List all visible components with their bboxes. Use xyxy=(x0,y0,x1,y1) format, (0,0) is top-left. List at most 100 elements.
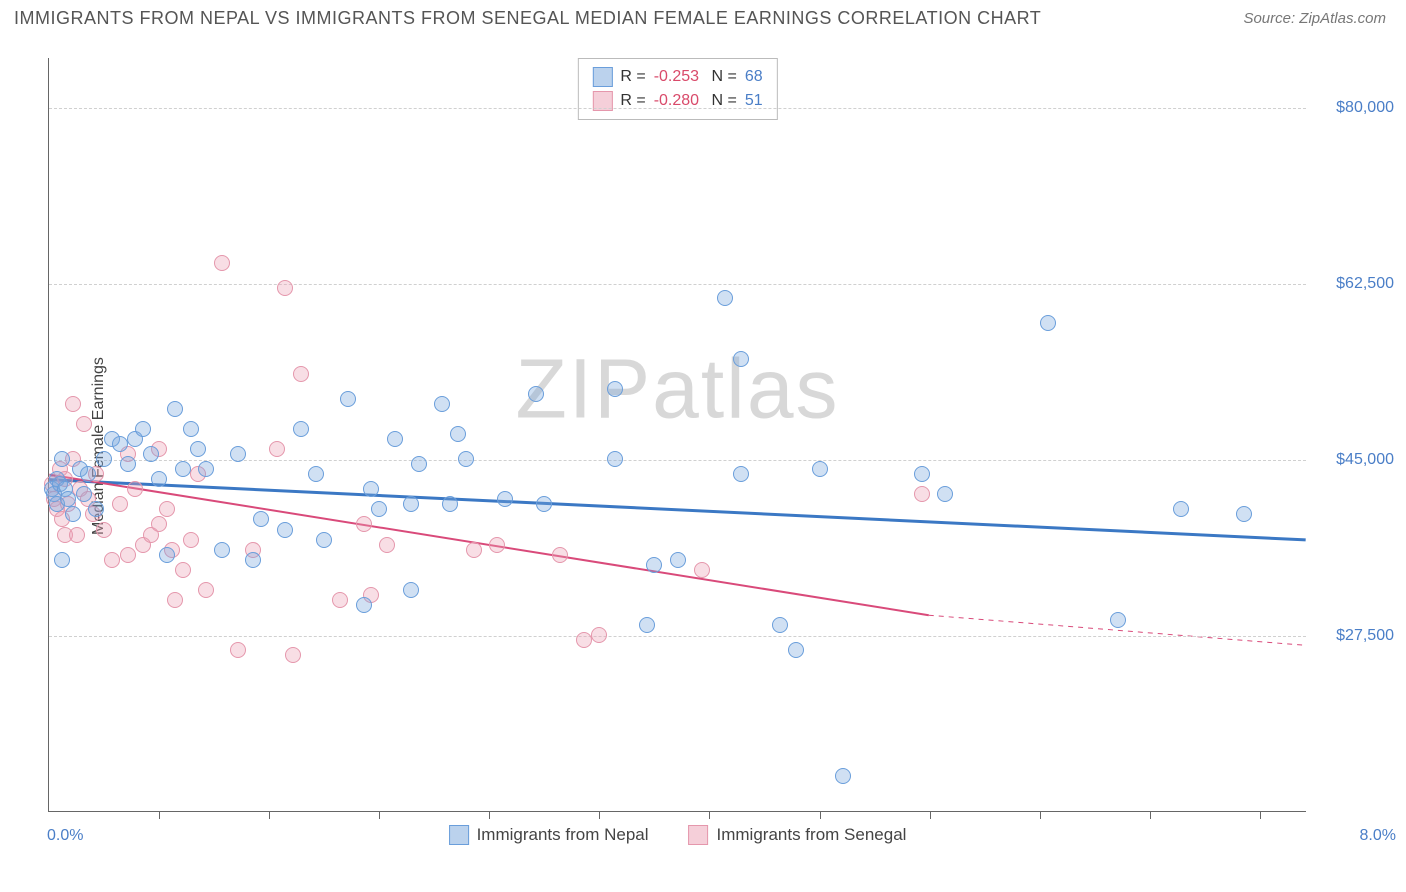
r-value-senegal: -0.280 xyxy=(654,89,699,113)
data-point xyxy=(151,471,167,487)
data-point xyxy=(112,436,128,452)
data-point xyxy=(65,506,81,522)
ytick-label: $27,500 xyxy=(1336,627,1394,645)
data-point xyxy=(65,396,81,412)
data-point xyxy=(914,466,930,482)
data-point xyxy=(285,647,301,663)
data-point xyxy=(528,386,544,402)
data-point xyxy=(76,486,92,502)
data-point xyxy=(536,496,552,512)
data-point xyxy=(175,461,191,477)
data-point xyxy=(143,446,159,462)
legend-item-senegal: Immigrants from Senegal xyxy=(689,825,907,845)
data-point xyxy=(458,451,474,467)
data-point xyxy=(112,496,128,512)
xtick xyxy=(709,811,710,819)
data-point xyxy=(356,597,372,613)
data-point xyxy=(607,451,623,467)
legend-label-nepal: Immigrants from Nepal xyxy=(477,825,649,845)
ytick-label: $62,500 xyxy=(1336,275,1394,293)
data-point xyxy=(127,481,143,497)
data-point xyxy=(120,456,136,472)
data-point xyxy=(450,426,466,442)
data-point xyxy=(387,431,403,447)
xtick xyxy=(930,811,931,819)
data-point xyxy=(363,481,379,497)
data-point xyxy=(190,441,206,457)
xtick xyxy=(379,811,380,819)
n-value-nepal: 68 xyxy=(745,65,763,89)
chart-area: ZIPatlas R = -0.253 N = 68 R = -0.280 N … xyxy=(48,58,1306,812)
data-point xyxy=(60,491,76,507)
data-point xyxy=(576,632,592,648)
data-point xyxy=(733,351,749,367)
data-point xyxy=(88,501,104,517)
stats-row-2: R = -0.280 N = 51 xyxy=(592,89,762,113)
data-point xyxy=(442,496,458,512)
data-point xyxy=(812,461,828,477)
data-point xyxy=(159,547,175,563)
data-point xyxy=(120,547,136,563)
data-point xyxy=(639,617,655,633)
data-point xyxy=(340,391,356,407)
data-point xyxy=(80,466,96,482)
r-label: R = xyxy=(620,65,645,89)
r-value-nepal: -0.253 xyxy=(654,65,699,89)
n-value-senegal: 51 xyxy=(745,89,763,113)
data-point xyxy=(198,461,214,477)
data-point xyxy=(646,557,662,573)
xtick xyxy=(1150,811,1151,819)
legend-item-nepal: Immigrants from Nepal xyxy=(449,825,649,845)
data-point xyxy=(293,421,309,437)
data-point xyxy=(167,592,183,608)
n-label: N = xyxy=(707,65,737,89)
data-point xyxy=(466,542,482,558)
data-point xyxy=(1110,612,1126,628)
data-point xyxy=(607,381,623,397)
data-point xyxy=(175,562,191,578)
data-point xyxy=(489,537,505,553)
data-point xyxy=(76,416,92,432)
data-point xyxy=(733,466,749,482)
data-point xyxy=(230,642,246,658)
swatch-nepal xyxy=(592,67,612,87)
stats-legend-box: R = -0.253 N = 68 R = -0.280 N = 51 xyxy=(577,58,777,120)
data-point xyxy=(552,547,568,563)
legend-label-senegal: Immigrants from Senegal xyxy=(717,825,907,845)
data-point xyxy=(316,532,332,548)
ytick-label: $45,000 xyxy=(1336,451,1394,469)
data-point xyxy=(379,537,395,553)
data-point xyxy=(269,441,285,457)
data-point xyxy=(96,522,112,538)
gridline xyxy=(49,108,1306,109)
data-point xyxy=(277,522,293,538)
data-point xyxy=(356,516,372,532)
data-point xyxy=(717,290,733,306)
data-point xyxy=(135,421,151,437)
xtick xyxy=(1040,811,1041,819)
xtick xyxy=(489,811,490,819)
data-point xyxy=(434,396,450,412)
chart-title: IMMIGRANTS FROM NEPAL VS IMMIGRANTS FROM… xyxy=(14,8,1041,29)
source-label: Source: ZipAtlas.com xyxy=(1243,10,1386,27)
data-point xyxy=(198,582,214,598)
data-point xyxy=(96,451,112,467)
data-point xyxy=(245,552,261,568)
n-label-2: N = xyxy=(707,89,737,113)
r-label-2: R = xyxy=(620,89,645,113)
x-max-label: 8.0% xyxy=(1360,827,1396,845)
data-point xyxy=(293,366,309,382)
data-point xyxy=(69,527,85,543)
data-point xyxy=(253,511,269,527)
data-point xyxy=(371,501,387,517)
xtick xyxy=(269,811,270,819)
legend-swatch-senegal xyxy=(689,825,709,845)
data-point xyxy=(104,552,120,568)
data-point xyxy=(1236,506,1252,522)
trend-lines xyxy=(49,58,1306,811)
data-point xyxy=(497,491,513,507)
xtick xyxy=(159,811,160,819)
gridline xyxy=(49,284,1306,285)
data-point xyxy=(937,486,953,502)
xtick xyxy=(599,811,600,819)
